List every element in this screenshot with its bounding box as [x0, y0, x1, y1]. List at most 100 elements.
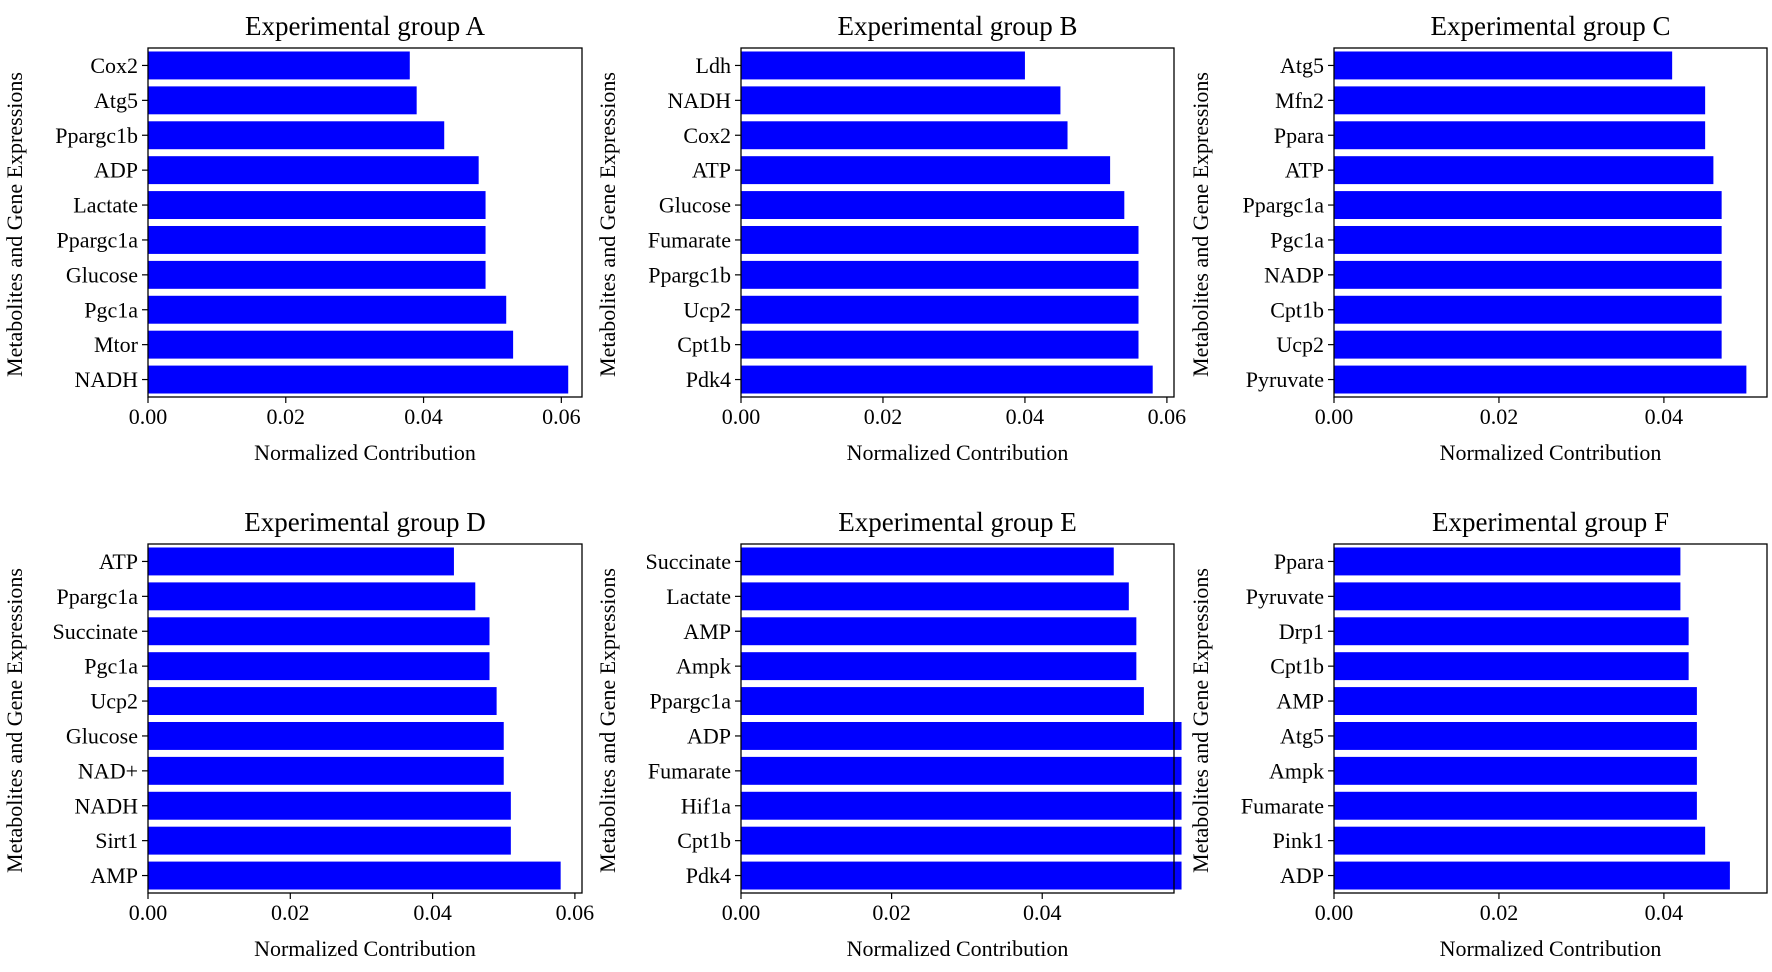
x-tick-label: 0.04 [404, 404, 443, 429]
bar [148, 582, 476, 611]
x-tick-label: 0.06 [1148, 404, 1187, 429]
x-tick-label: 0.04 [1023, 900, 1062, 925]
x-tick-label: 0.06 [542, 404, 581, 429]
chart-title: Experimental group D [244, 507, 485, 537]
category-label: NADH [667, 88, 731, 113]
bar [148, 687, 497, 716]
bar [741, 330, 1139, 359]
bar [741, 86, 1061, 115]
category-label: Ppara [1274, 123, 1324, 148]
category-label: Glucose [659, 193, 731, 218]
bar [1334, 365, 1747, 394]
x-tick-label: 0.00 [722, 404, 761, 429]
category-label: Succinate [645, 549, 731, 574]
category-label: Ldh [696, 53, 731, 78]
axes-frame [740, 47, 1175, 398]
bar [1334, 121, 1706, 150]
category-label: ADP [94, 158, 138, 183]
category-label: ADP [687, 723, 731, 748]
x-axis-label: Normalized Contribution [254, 936, 476, 961]
bar [741, 826, 1182, 855]
y-axis-label: Metabolites and Gene Expressions [595, 72, 620, 377]
bar [741, 756, 1182, 785]
bar [148, 156, 479, 185]
bar [1334, 260, 1722, 289]
bar [148, 756, 504, 785]
y-axis-label: Metabolites and Gene Expressions [2, 72, 27, 377]
category-label: Cox2 [90, 53, 138, 78]
category-label: Ppargc1a [1243, 193, 1325, 218]
bar [148, 295, 507, 324]
chart-panel-a: Cox2 Atg5 Ppargc1b ADP Lactate Ppargc1a Glucos… [2, 11, 583, 465]
chart-title: Experimental group B [838, 11, 1078, 41]
bar [741, 191, 1125, 220]
x-tick-label: 0.00 [1315, 900, 1354, 925]
bar [1334, 617, 1689, 646]
category-label: ATP [1285, 158, 1324, 183]
y-axis-label: Metabolites and Gene Expressions [1188, 568, 1213, 873]
category-label: Ppara [1274, 549, 1324, 574]
x-tick-label: 0.04 [413, 900, 452, 925]
bar [741, 791, 1182, 820]
chart-title: Experimental group E [838, 507, 1076, 537]
bar [1334, 652, 1689, 681]
chart-panel-b: Ldh NADH Cox2 ATP Glucose Fumarate Ppargc1b Ucp… [595, 11, 1186, 465]
category-label: Mfn2 [1275, 88, 1324, 113]
chart-panel-c: Atg5 Mfn2 Ppara ATP Ppargc1a Pgc1a NADP Cpt1b Uc… [1188, 11, 1768, 465]
x-axis-label: Normalized Contribution [254, 440, 476, 465]
x-tick-label: 0.04 [1645, 900, 1684, 925]
category-label: Cpt1b [677, 332, 731, 357]
bar [1334, 582, 1681, 611]
category-label: Cox2 [683, 123, 731, 148]
category-label: Lactate [73, 193, 138, 218]
bar [148, 330, 514, 359]
bar [1334, 826, 1706, 855]
bar [148, 547, 454, 576]
category-label: Ucp2 [683, 297, 731, 322]
category-label: ATP [99, 549, 138, 574]
bar [148, 365, 569, 394]
chart-panel-f: Ppara Pyruvate Drp1 Cpt1b AMP Atg5 Ampk Fumarat… [1188, 507, 1768, 961]
bar [741, 582, 1129, 611]
bar [148, 191, 486, 220]
axes-frame [147, 543, 583, 894]
bar [741, 617, 1137, 646]
category-label: NAD+ [78, 758, 138, 783]
x-tick-label: 0.00 [1315, 404, 1354, 429]
bar [1334, 756, 1697, 785]
category-label: Atg5 [94, 88, 138, 113]
category-label: Ppargc1b [55, 123, 138, 148]
category-label: Pdk4 [686, 367, 731, 392]
bar [148, 721, 504, 750]
bar [1334, 861, 1730, 890]
chart-panel-e: Succinate Lactate AMP Ampk Ppargc1a ADP Fumara… [595, 507, 1182, 961]
category-label: Fumarate [648, 227, 731, 252]
category-label: Mtor [94, 332, 139, 357]
x-tick-label: 0.02 [267, 404, 306, 429]
category-label: Cpt1b [677, 828, 731, 853]
chart-title: Experimental group C [1431, 11, 1671, 41]
bar [741, 547, 1114, 576]
bar [741, 260, 1139, 289]
category-label: Pgc1a [84, 654, 138, 679]
bar [148, 260, 486, 289]
x-axis-label: Normalized Contribution [847, 440, 1069, 465]
x-tick-label: 0.00 [129, 404, 168, 429]
bar [741, 687, 1144, 716]
x-tick-label: 0.04 [1006, 404, 1045, 429]
category-label: NADH [74, 367, 138, 392]
category-label: Ucp2 [1276, 332, 1324, 357]
x-tick-label: 0.00 [129, 900, 168, 925]
x-axis-label: Normalized Contribution [1440, 440, 1662, 465]
x-tick-label: 0.04 [1645, 404, 1684, 429]
category-label: Cpt1b [1270, 297, 1324, 322]
category-label: Ppargc1a [57, 584, 139, 609]
bar [741, 721, 1182, 750]
category-label: AMP [683, 619, 731, 644]
bar [1334, 687, 1697, 716]
bar [1334, 86, 1706, 115]
category-label: AMP [1276, 689, 1324, 714]
x-axis-label: Normalized Contribution [847, 936, 1069, 961]
bar [1334, 191, 1722, 220]
bar [148, 121, 445, 150]
